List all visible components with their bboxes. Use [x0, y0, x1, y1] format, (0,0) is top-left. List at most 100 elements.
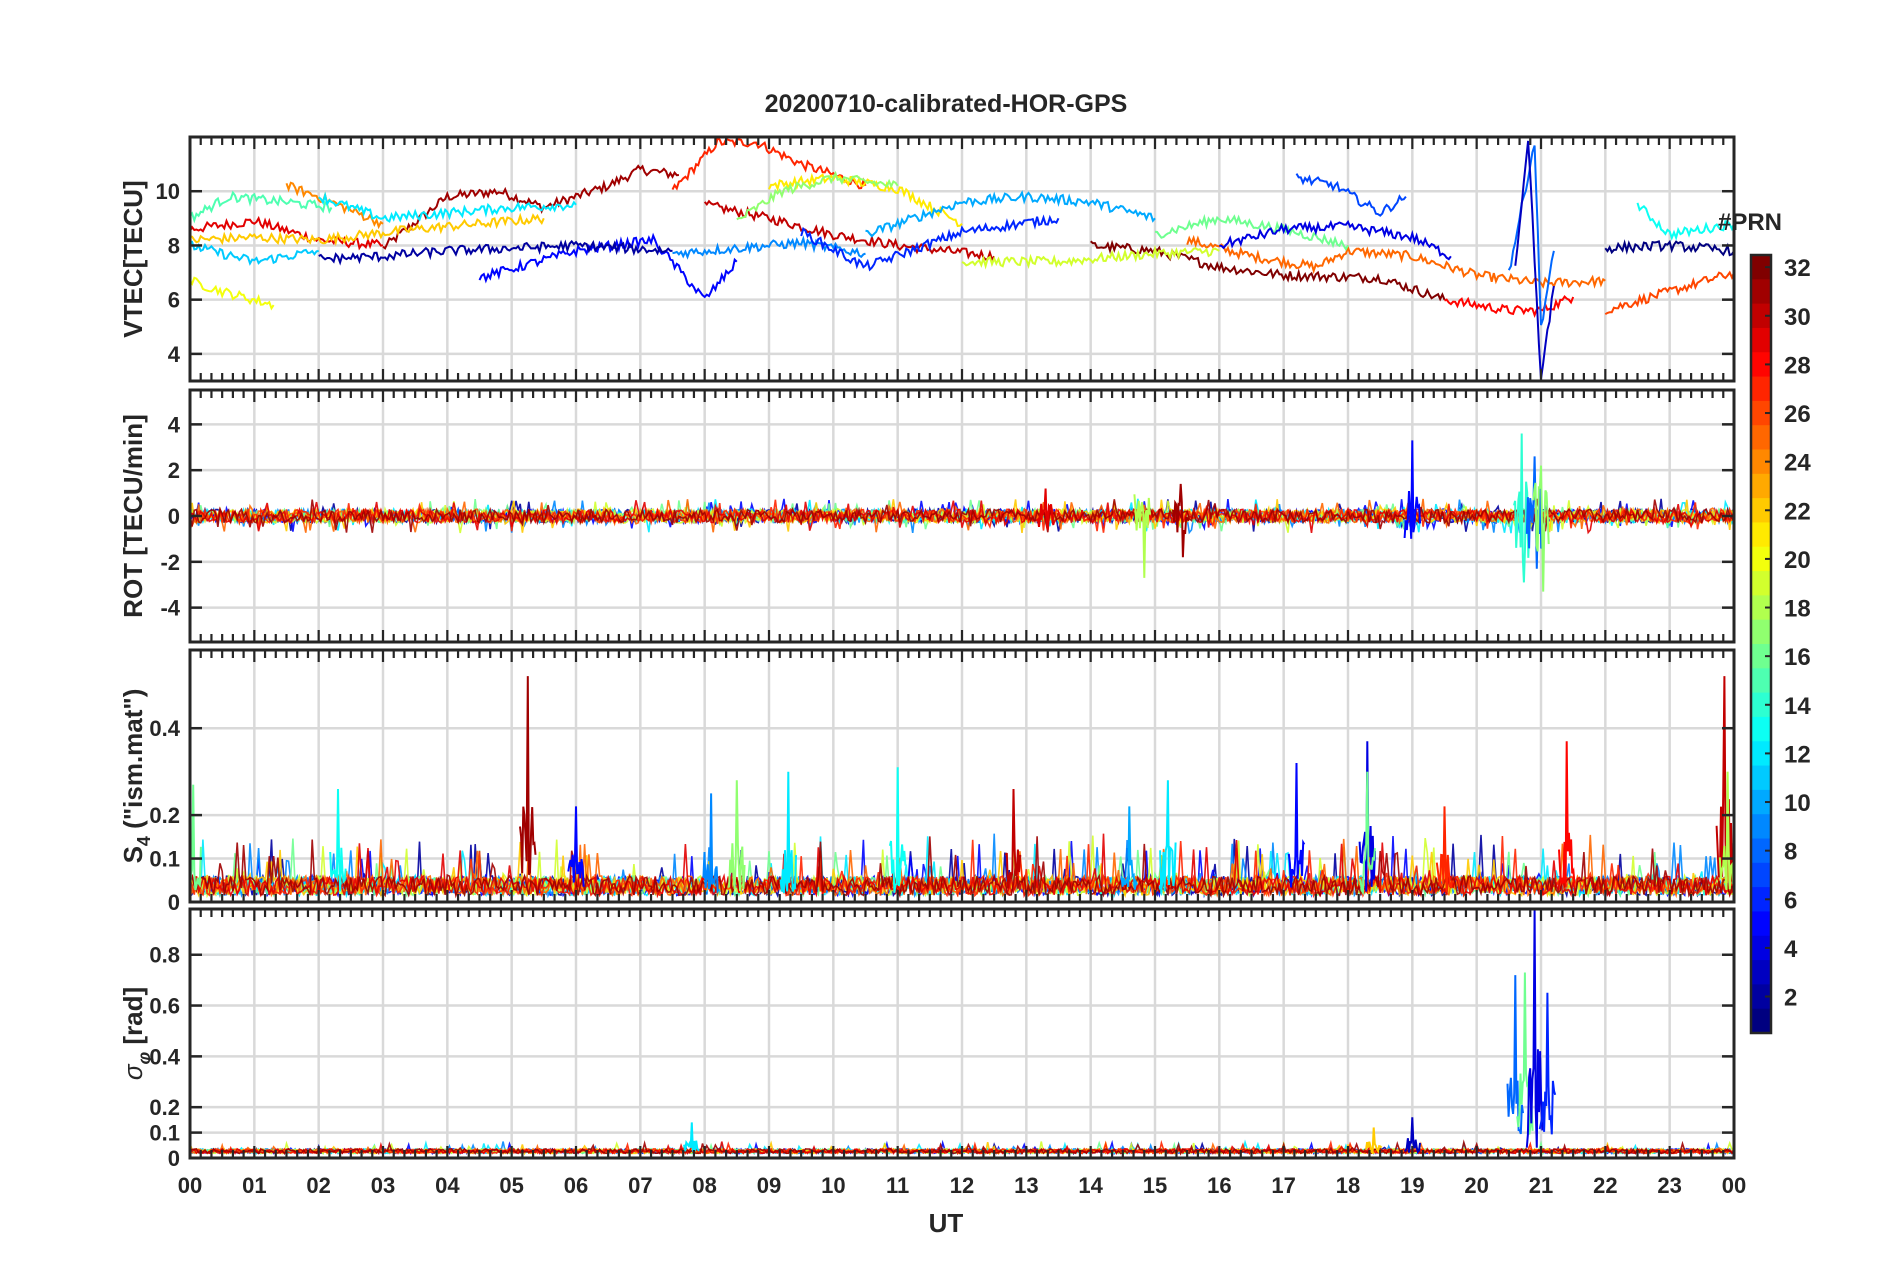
series-prn-20	[190, 276, 275, 311]
colorbar-tick-label: 6	[1784, 887, 1797, 914]
x-tick-label: 18	[1336, 1173, 1360, 1198]
x-axis-label: UT	[929, 1208, 964, 1238]
x-tick-labels: 00 01 02 03 04 05 06 07 08 09 10 11 12 13 14 15 16 17 18 19…	[178, 1173, 1746, 1198]
colorbar-tick-label: 30	[1784, 304, 1811, 331]
series-prn-7	[1295, 173, 1407, 217]
colorbar-tick-label: 26	[1784, 401, 1811, 428]
series-prn-32	[1090, 239, 1446, 302]
colorbar-segment	[1751, 692, 1771, 718]
background-trace-prn-22	[190, 499, 1734, 533]
x-tick-label: 08	[692, 1173, 716, 1198]
y-tick-label: 0.1	[149, 847, 180, 872]
event-prn-10	[1120, 806, 1138, 890]
y-tick-label: 6	[168, 288, 180, 313]
x-tick-label: 10	[821, 1173, 845, 1198]
x-tick-label: 14	[1078, 1173, 1103, 1198]
colorbar-segment	[1751, 376, 1771, 402]
series-prn-29	[190, 215, 384, 251]
event-prn-3	[1403, 1117, 1422, 1155]
background-trace-prn-29	[190, 500, 1734, 535]
event-prn-31	[519, 676, 537, 876]
panel-vtec: 4 6 8 10 VTEC[TECU]	[118, 135, 1736, 383]
y-tick-label: 4	[168, 412, 181, 437]
colorbar-segment	[1751, 716, 1771, 742]
event-prn-14	[1513, 433, 1531, 583]
x-tick-label: 20	[1464, 1173, 1488, 1198]
y-tick-label: 10	[156, 179, 180, 204]
x-tick-label: 22	[1593, 1173, 1617, 1198]
colorbar-segment	[1751, 1008, 1771, 1034]
colorbar-segment	[1751, 619, 1771, 645]
event-prn-12	[1159, 780, 1177, 893]
x-tick-label: 11	[886, 1173, 909, 1198]
series-prn-5	[478, 232, 738, 299]
y-tick-label: 0	[168, 504, 180, 529]
colorbar-segment	[1751, 255, 1771, 280]
y-axis-label-sigma_phi: σφ [rad]	[118, 987, 154, 1080]
event-prn-5	[1287, 762, 1306, 888]
series-prn-6	[800, 214, 1060, 272]
panel-sigma_phi: 00.10.2 0.4 0.6 0.8 σφ [rad]	[118, 907, 1736, 1171]
x-tick-label: 07	[628, 1173, 652, 1198]
colorbar-segment	[1751, 473, 1771, 499]
event-prn-5	[1403, 440, 1422, 539]
event-prn-13	[329, 788, 347, 892]
colorbar-tick-label: 12	[1784, 741, 1811, 768]
event-prn-4	[1525, 909, 1544, 1148]
series-prn-12	[318, 191, 577, 223]
event-prn-16	[1358, 771, 1376, 896]
y-tick-label: 0.2	[149, 1095, 180, 1120]
x-tick-label: 21	[1529, 1173, 1553, 1198]
colorbar-tick-label: 10	[1784, 790, 1811, 817]
colorbar-segment	[1751, 595, 1771, 621]
y-axis-label-rot: ROT [TECU/min]	[118, 414, 148, 618]
series-prn-1	[1604, 239, 1734, 257]
y-tick-label: -2	[160, 550, 180, 575]
colorbar-segment	[1751, 741, 1771, 767]
event-prn-31	[1172, 483, 1190, 558]
event-prn-22	[1365, 1127, 1383, 1155]
x-tick-label: 19	[1400, 1173, 1424, 1198]
y-tick-label: 0.6	[149, 994, 180, 1019]
plot-area-rot	[190, 433, 1734, 592]
x-tick-label: 05	[499, 1173, 523, 1198]
event-prn-18	[1133, 494, 1151, 578]
event-prn-17	[728, 780, 746, 892]
colorbar-title: #PRN	[1718, 209, 1782, 236]
colorbar-segment	[1751, 984, 1771, 1010]
event-prn-13	[888, 767, 907, 893]
x-tick-label: 01	[242, 1173, 266, 1198]
colorbar-tick-label: 14	[1784, 693, 1811, 720]
y-tick-label: 0.4	[149, 1044, 180, 1069]
plot-area-s4	[190, 676, 1734, 899]
series-prn-31	[382, 164, 679, 250]
event-prn-5	[567, 806, 585, 887]
colorbar-tick-label: 22	[1784, 498, 1811, 525]
x-tick-label: 16	[1207, 1173, 1231, 1198]
series-prn-26	[1604, 270, 1734, 316]
colorbar-tick-label: 8	[1784, 839, 1797, 866]
x-tick-label: 00	[178, 1173, 202, 1198]
colorbar-segment	[1751, 887, 1771, 912]
x-tick-label: 15	[1143, 1173, 1167, 1198]
series-prn-13	[1636, 202, 1734, 242]
colorbar-segment	[1751, 449, 1771, 475]
series-prn-15	[190, 190, 333, 224]
background-trace-prn-31	[190, 498, 1734, 533]
colorbar-segment	[1751, 498, 1771, 523]
colorbar-tick-label: 2	[1784, 985, 1797, 1012]
x-tick-label: 12	[950, 1173, 974, 1198]
event-prn-29	[1036, 488, 1055, 530]
x-tick-label: 00	[1722, 1173, 1746, 1198]
x-tick-label: 09	[757, 1173, 781, 1198]
colorbar-tick-label: 4	[1784, 936, 1798, 963]
series-prn-19	[961, 244, 1220, 270]
colorbar-segment	[1751, 303, 1771, 329]
panel-s4: 0 0.1 0.2 0.4S4 ("ism.mat")	[118, 648, 1736, 915]
series-prn-22	[190, 212, 545, 247]
x-tick-label: 02	[306, 1173, 330, 1198]
colorbar-tick-label: 20	[1784, 547, 1811, 574]
y-tick-label: 0.4	[149, 716, 180, 741]
